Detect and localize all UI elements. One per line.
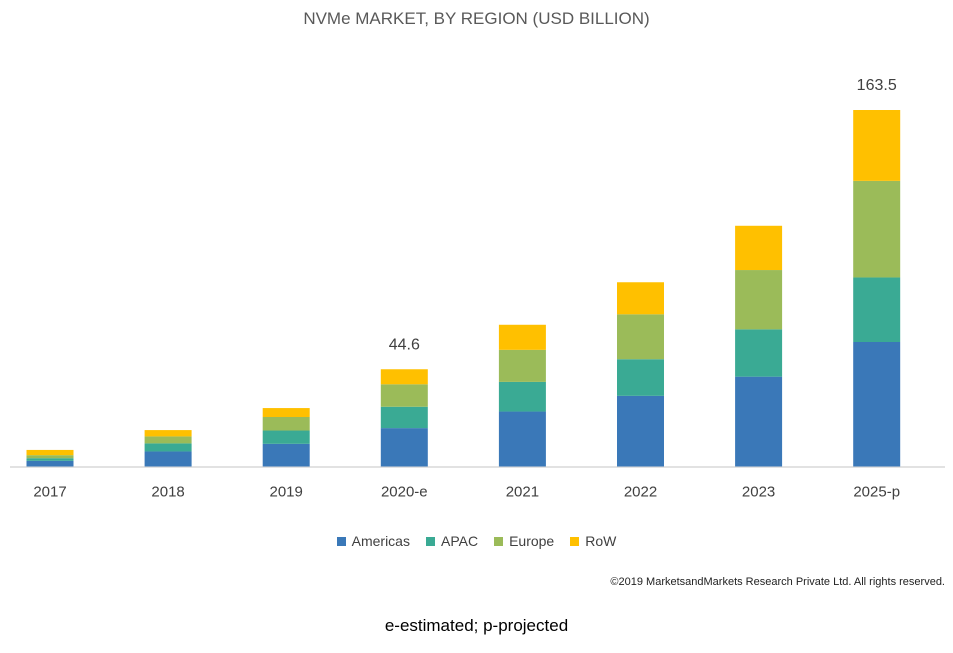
bar-segment-europe-2019 [262,417,310,431]
bar-segment-europe-2020-e [380,384,428,407]
legend-label: RoW [585,533,617,549]
legend: Americas APAC Europe RoW [0,533,953,549]
legend-swatch [425,536,435,546]
legend-label: Americas [351,533,410,549]
data-label-total: 163.5 [857,77,897,94]
bar-segment-americas-2017 [26,460,74,467]
bar-segment-apac-2023 [735,329,783,377]
legend-swatch [336,536,346,546]
legend-swatch [494,536,504,546]
bar-segment-europe-2017 [26,455,74,459]
legend-item-apac: APAC [425,533,479,549]
bar-segment-row-2025-p [853,110,901,181]
x-tick-label: 2017 [33,484,66,501]
legend-label: APAC [440,533,479,549]
bar-segment-americas-2020-e [380,428,428,467]
legend-item-europe: Europe [494,533,554,549]
bar-segment-row-2022 [617,282,664,315]
bar-segment-americas-2021 [498,411,546,467]
bar-segment-apac-2017 [26,458,74,461]
bar-segment-europe-2021 [498,349,546,382]
bar-segment-apac-2021 [498,381,546,412]
x-tick-label: 2025-p [853,484,900,501]
bar-segment-apac-2018 [144,443,192,452]
bar-segment-row-2023 [735,225,783,271]
bar-segment-americas-2025-p [853,341,901,467]
x-tick-label: 2020-e [381,484,428,501]
bar-segment-apac-2022 [617,359,664,396]
bar-segment-americas-2018 [144,451,192,467]
bar-segment-apac-2020-e [380,406,428,429]
copyright-text: ©2019 MarketsandMarkets Research Private… [610,576,945,588]
legend-item-americas: Americas [336,533,410,549]
bar-segment-apac-2019 [262,430,310,444]
legend-item-row: RoW [570,533,616,549]
legend-swatch [570,536,580,546]
x-tick-label: 2018 [151,484,184,501]
bar-segment-row-2019 [262,408,310,418]
bar-segment-americas-2023 [735,376,783,467]
legend-label: Europe [509,533,555,549]
x-tick-label: 2023 [742,484,775,501]
footnote: e-estimated; p-projected [384,616,569,635]
bar-segment-row-2018 [144,430,192,437]
data-label-total: 44.6 [389,336,420,353]
bar-segment-apac-2025-p [853,277,901,342]
bar-segment-europe-2023 [735,270,783,330]
bar-segment-row-2021 [498,324,546,350]
chart-title: NVMe MARKET, BY REGION (USD BILLION) [303,9,650,28]
bar-segment-row-2017 [26,449,74,456]
x-tick-label: 2021 [506,484,539,501]
bar-segment-americas-2019 [262,443,310,467]
bar-segment-americas-2022 [617,395,664,467]
bar-segment-europe-2025-p [853,180,901,278]
bar-segment-europe-2018 [144,436,192,444]
bar-segment-europe-2022 [617,314,664,360]
bar-segment-row-2020-e [380,369,428,385]
x-tick-label: 2022 [624,484,657,501]
x-tick-label: 2019 [270,484,303,501]
